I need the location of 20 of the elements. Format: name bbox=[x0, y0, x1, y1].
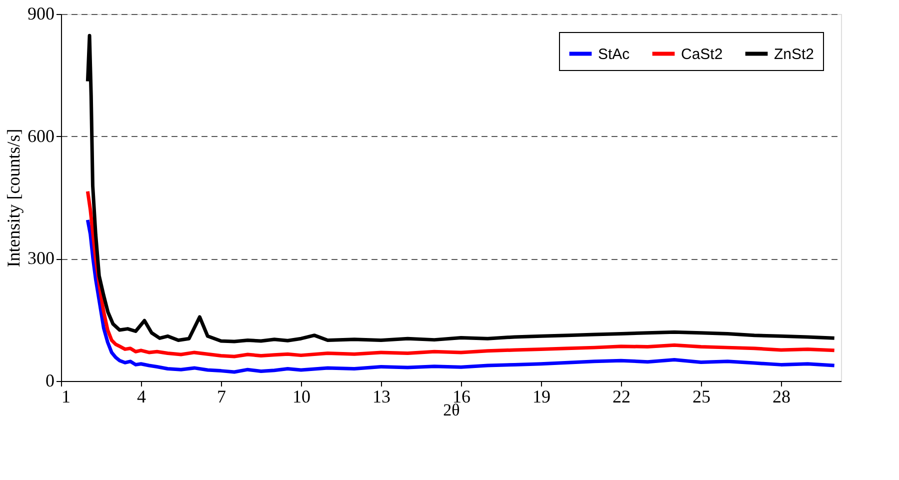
legend-label: ZnSt2 bbox=[774, 46, 814, 63]
x-tick-label: 25 bbox=[692, 386, 710, 406]
line-series bbox=[86, 218, 836, 374]
legend-label: StAc bbox=[598, 46, 630, 63]
line-series bbox=[86, 34, 836, 344]
x-tick-label: 7 bbox=[217, 386, 226, 406]
x-tick-label: 10 bbox=[292, 386, 310, 406]
line-series bbox=[86, 190, 836, 358]
y-tick-label: 300 bbox=[28, 248, 54, 268]
x-tick-label: 19 bbox=[532, 386, 550, 406]
x-tick-label: 28 bbox=[772, 386, 790, 406]
y-axis-title: Intensity [counts/s] bbox=[4, 128, 24, 268]
y-tick-label: 900 bbox=[28, 4, 54, 24]
x-tick-label: 13 bbox=[372, 386, 390, 406]
x-tick-label: 22 bbox=[612, 386, 630, 406]
legend-label: CaSt2 bbox=[681, 46, 723, 63]
y-tick-label: 600 bbox=[28, 126, 54, 146]
x-tick-label: 1 bbox=[62, 386, 70, 406]
y-tick-label: 0 bbox=[46, 370, 54, 390]
x-tick-label: 4 bbox=[137, 386, 146, 406]
